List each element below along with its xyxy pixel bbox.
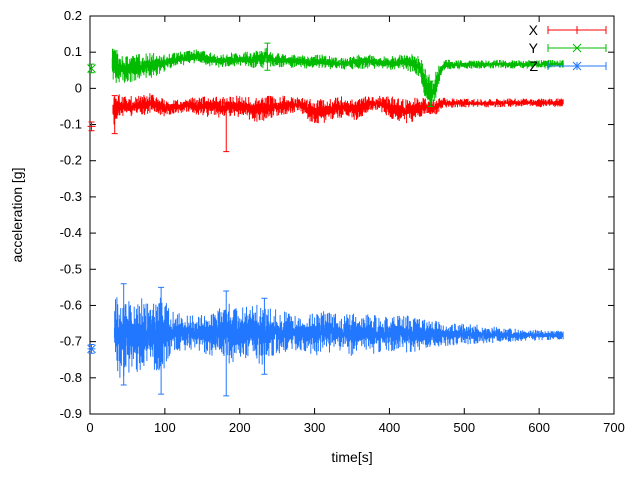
y-tick-label: 0.2 [64, 8, 82, 23]
y-tick-label: -0.9 [60, 406, 82, 421]
legend-sample-Y [547, 43, 607, 53]
y-tick-label: -0.5 [60, 261, 82, 276]
first-point-X [87, 121, 96, 132]
y-tick-label: 0 [75, 80, 82, 95]
series-Z [87, 283, 564, 397]
series-band-Z [114, 297, 564, 378]
tick-labels: 0 100 200 300 400 500 600 700 -0.9 -0.8 -0.7 -0.6 -0… [60, 8, 625, 435]
y-tick-label: -0.1 [60, 117, 82, 132]
x-tick-label: 600 [528, 420, 550, 435]
x-tick-label: 500 [453, 420, 475, 435]
first-point-Z [87, 344, 96, 354]
x-tick-label: 300 [304, 420, 326, 435]
series-Y [87, 42, 564, 107]
series-spikes-Z [120, 283, 268, 397]
x-axis-label: time[s] [331, 449, 372, 465]
legend-sample-X [547, 26, 607, 34]
y-tick-label: -0.6 [60, 297, 82, 312]
series-spikes-X [111, 95, 230, 153]
y-tick-label: -0.7 [60, 334, 82, 349]
x-tick-label: 100 [154, 420, 176, 435]
series-band-Y [112, 47, 564, 105]
series-X [87, 93, 564, 153]
y-tick-label: -0.2 [60, 153, 82, 168]
series-spikes-Y [264, 42, 434, 107]
legend-sample-Z [547, 61, 607, 71]
x-tick-label: 200 [229, 420, 251, 435]
x-tick-label: 400 [379, 420, 401, 435]
legend-label-X: X [529, 22, 539, 38]
tick-marks [89, 15, 615, 415]
series-core-Z [113, 316, 564, 354]
y-tick-label: -0.3 [60, 189, 82, 204]
axes [89, 15, 615, 415]
y-tick-label: -0.4 [60, 225, 82, 240]
first-point-Y [87, 63, 96, 74]
y-tick-label: -0.8 [60, 370, 82, 385]
series-core-X [112, 99, 564, 118]
y-tick-label: 0.1 [64, 44, 82, 59]
y-axis-label: acceleration [g] [9, 168, 25, 263]
x-tick-label: 700 [603, 420, 625, 435]
legend: XYZ [529, 22, 607, 74]
x-tick-label: 0 [86, 420, 93, 435]
series-core-Y [111, 53, 564, 99]
legend-label-Z: Z [529, 58, 538, 74]
legend-label-Y: Y [529, 40, 539, 56]
